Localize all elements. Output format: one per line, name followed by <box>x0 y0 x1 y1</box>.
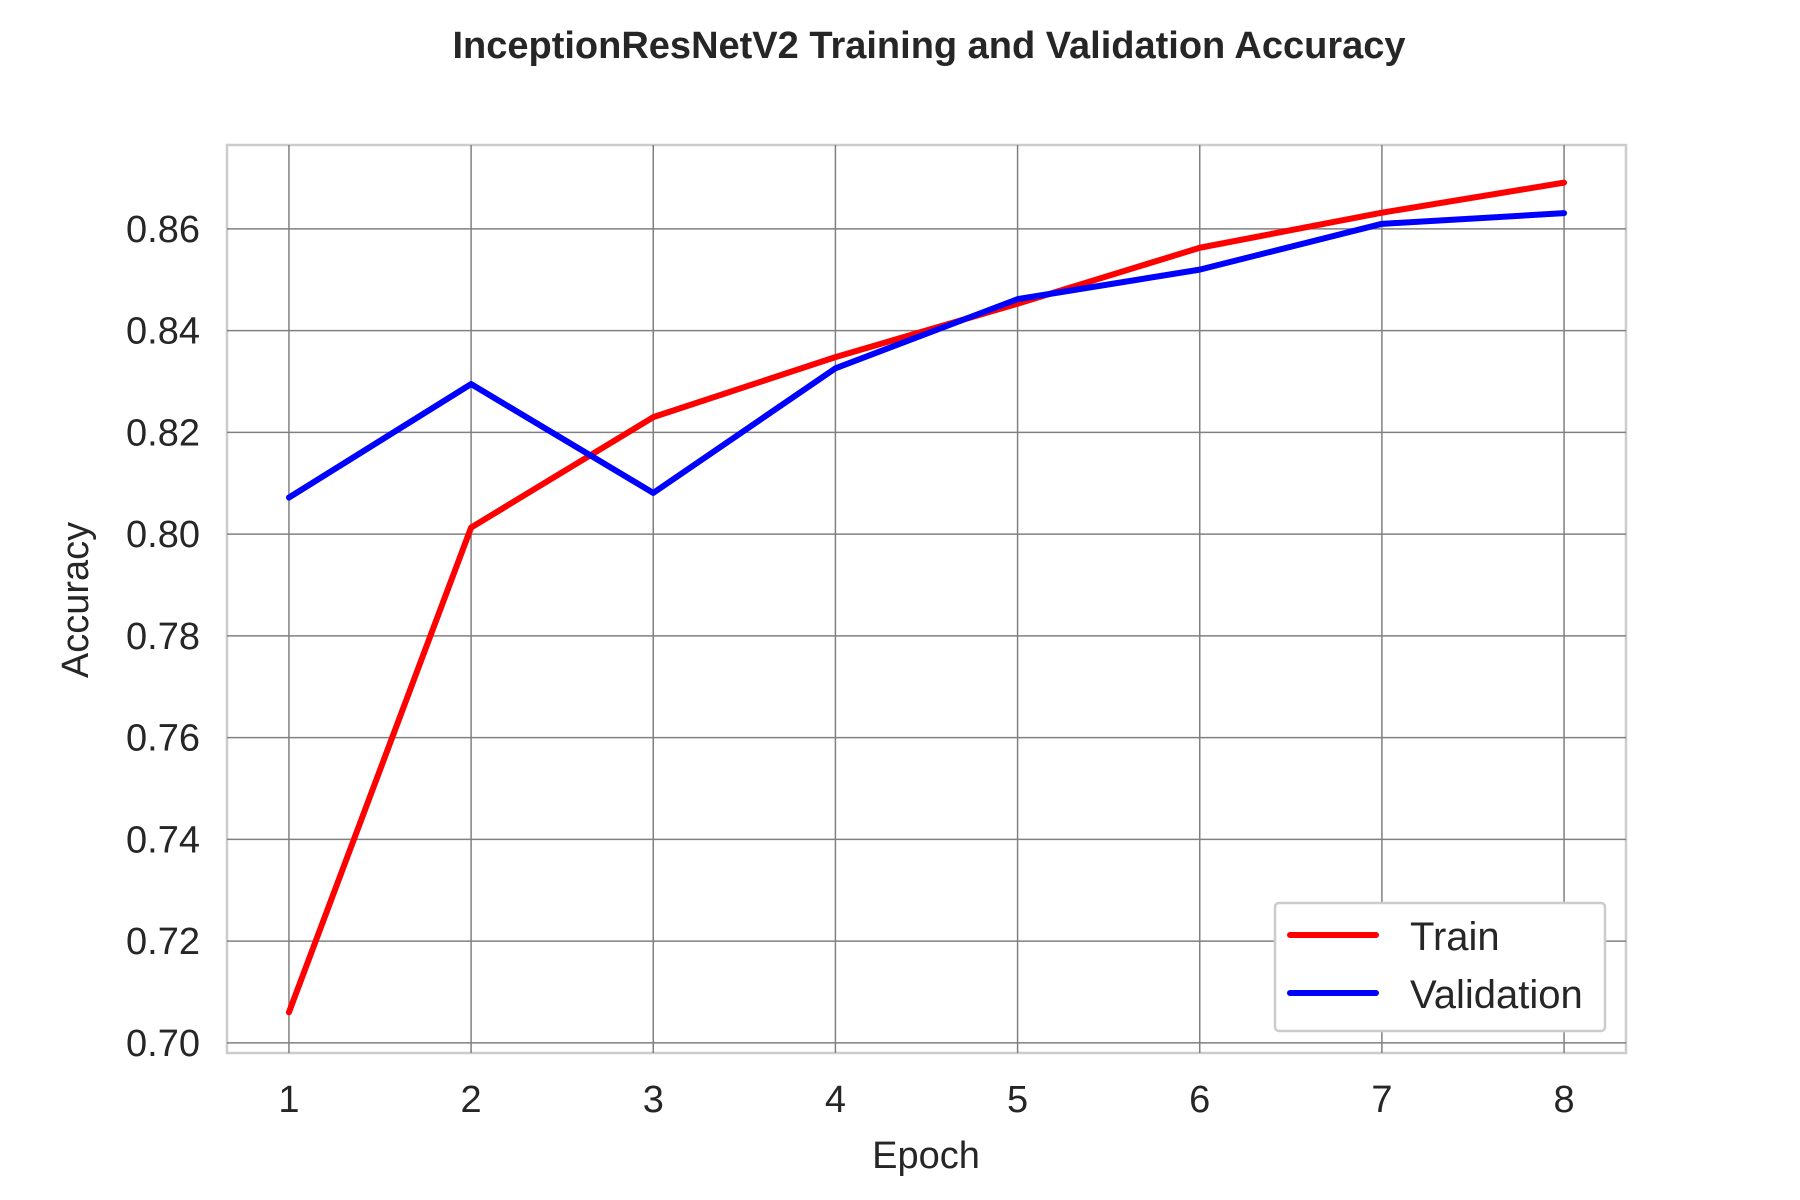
y-tick-labels: 0.70 0.72 0.74 0.76 0.78 0.80 0.82 0.84 0.86 <box>126 209 200 1065</box>
x-tick-label: 3 <box>643 1079 664 1121</box>
y-gridlines <box>227 228 1626 1044</box>
y-tick-label: 0.84 <box>126 311 200 353</box>
plot-area <box>225 143 1628 1055</box>
y-tick-label: 0.78 <box>126 616 200 658</box>
x-tick-label: 4 <box>825 1079 846 1121</box>
x-axis-label: Epoch <box>872 1135 980 1177</box>
y-tick-label: 0.72 <box>126 921 200 963</box>
x-tick-labels: 1 2 3 4 5 6 7 8 <box>278 1079 1574 1121</box>
legend-label-validation: Validation <box>1410 973 1583 1017</box>
y-tick-label: 0.80 <box>126 514 200 556</box>
y-tick-label: 0.86 <box>126 209 200 251</box>
legend: Train Validation <box>1273 901 1607 1033</box>
x-tick-label: 8 <box>1553 1079 1574 1121</box>
x-tick-label: 2 <box>461 1079 482 1121</box>
y-tick-label: 0.74 <box>126 819 200 861</box>
y-axis-label: Accuracy <box>55 522 97 678</box>
y-tick-label: 0.70 <box>126 1023 200 1065</box>
series-line-validation <box>285 210 1568 501</box>
legend-label-train: Train <box>1410 915 1500 959</box>
x-tick-label: 1 <box>278 1079 299 1121</box>
x-tick-label: 6 <box>1189 1079 1210 1121</box>
y-tick-label: 0.82 <box>126 412 200 454</box>
chart-title: InceptionResNetV2 Training and Validatio… <box>452 25 1405 67</box>
x-tick-label: 7 <box>1371 1079 1392 1121</box>
series-line-train <box>285 179 1568 1016</box>
y-tick-label: 0.76 <box>126 718 200 760</box>
series-lines <box>285 179 1568 1016</box>
x-tick-label: 5 <box>1007 1079 1028 1121</box>
